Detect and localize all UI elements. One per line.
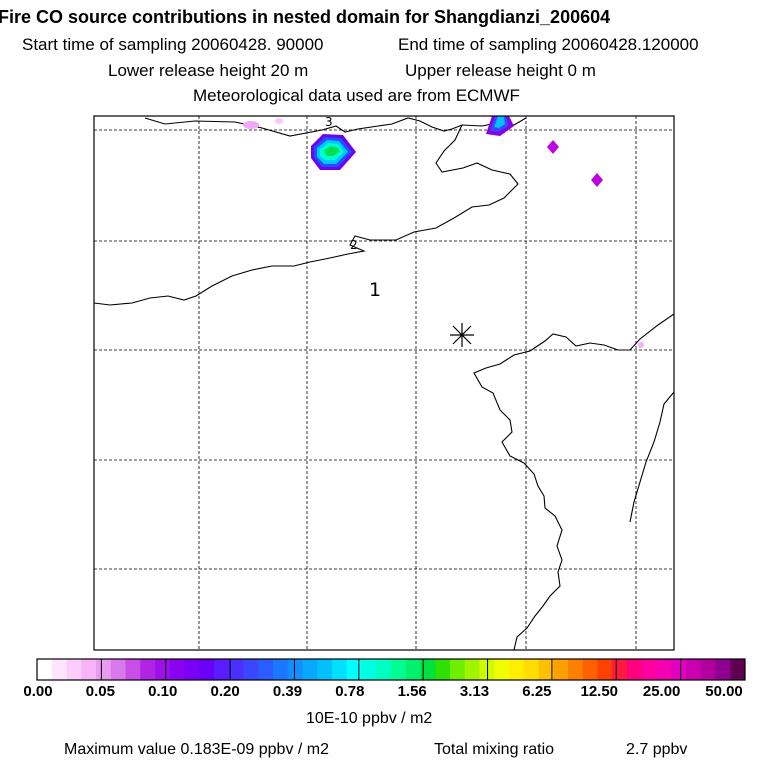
end-time-label: End time of sampling 20060428.120000 xyxy=(398,35,699,54)
colorbar-swatch xyxy=(730,659,746,680)
colorbar-tick-label: 0.20 xyxy=(210,683,240,700)
colorbar-swatch xyxy=(66,659,82,680)
colorbar-tick-label: 0.00 xyxy=(23,683,53,700)
colorbar-swatch xyxy=(81,659,97,680)
unit-label: 10E-10 ppbv / m2 xyxy=(306,710,433,727)
colorbar-swatch xyxy=(302,659,318,680)
coastline-north xyxy=(144,117,527,137)
colorbar-swatch xyxy=(391,659,407,680)
colorbar-swatch xyxy=(346,659,362,680)
colorbar-swatch xyxy=(51,659,67,680)
emission-spots xyxy=(243,118,644,348)
chart-title: Fire CO source contributions in nested d… xyxy=(0,7,611,27)
colorbar-tick-label: 0.78 xyxy=(335,683,365,700)
lower-release-label: Lower release height 20 m xyxy=(108,61,309,80)
total-mixing-ratio-label: Total mixing ratio xyxy=(434,741,555,758)
colorbar-swatch xyxy=(184,659,200,680)
colorbar-swatch xyxy=(435,659,451,680)
colorbar-swatch xyxy=(405,659,421,680)
colorbar-swatch xyxy=(700,659,716,680)
colorbar-tick-label: 1.56 xyxy=(397,683,427,700)
colorbar-swatch xyxy=(125,659,141,680)
colorbar-swatch xyxy=(140,659,156,680)
colorbar-swatch xyxy=(686,659,702,680)
spot-3 xyxy=(243,121,259,129)
contour-label: 2 xyxy=(350,238,358,252)
colorbar-swatch xyxy=(258,659,274,680)
colorbar-swatch xyxy=(494,659,510,680)
colorbar-swatch xyxy=(627,659,643,680)
colorbar-swatch xyxy=(317,659,333,680)
spot-2 xyxy=(591,173,603,187)
colorbar-swatch xyxy=(538,659,554,680)
colorbar-swatch xyxy=(169,659,185,680)
meteorological-data-label: Meteorological data used are from ECMWF xyxy=(193,86,520,105)
colorbar-tick-label: 3.13 xyxy=(459,683,490,700)
lat-lon-grid xyxy=(94,116,674,650)
colorbar-swatch xyxy=(671,659,687,680)
colorbar-swatch xyxy=(582,659,598,680)
contour-label: 3 xyxy=(325,115,333,129)
colorbar-swatch xyxy=(110,659,126,680)
colorbar-swatch xyxy=(656,659,672,680)
colorbar-tick-label: 0.39 xyxy=(272,683,303,700)
plume-main xyxy=(311,134,356,170)
colorbar-swatch xyxy=(243,659,259,680)
spot-5 xyxy=(638,342,644,348)
colorbar xyxy=(36,658,746,681)
colorbar-swatch xyxy=(332,659,348,680)
colorbar-tick-label: 50.00 xyxy=(705,683,743,700)
colorbar-swatch xyxy=(450,659,466,680)
colorbar-swatch xyxy=(641,659,657,680)
colorbar-swatch xyxy=(597,659,613,680)
coastline-east xyxy=(473,313,674,650)
colorbar-swatch xyxy=(199,659,215,680)
contour-label: 1 xyxy=(369,279,381,301)
colorbar-swatch xyxy=(155,659,171,680)
colorbar-swatch xyxy=(568,659,584,680)
colorbar-tick-label: 12.50 xyxy=(580,683,619,700)
colorbar-frame xyxy=(36,658,746,681)
colorbar-swatch xyxy=(228,659,244,680)
coastline-bay xyxy=(94,124,519,306)
colorbar-swatch xyxy=(612,659,628,680)
colorbar-swatch xyxy=(273,659,289,680)
start-time-label: Start time of sampling 20060428. 90000 xyxy=(22,35,324,54)
colorbar-swatch xyxy=(715,659,731,680)
spot-4 xyxy=(275,118,283,124)
colorbar-swatch xyxy=(523,659,539,680)
colorbar-swatch xyxy=(376,659,392,680)
spot-1 xyxy=(547,140,559,154)
colorbar-tick-label: 6.25 xyxy=(522,683,552,700)
colorbar-swatch xyxy=(420,659,436,680)
colorbar-swatch xyxy=(96,659,112,680)
colorbar-tick-label: 0.10 xyxy=(148,683,178,700)
receptor-asterisk-icon xyxy=(450,323,474,347)
map-frame xyxy=(93,115,675,651)
colorbar-swatch xyxy=(287,659,303,680)
coastlines xyxy=(94,117,674,650)
upper-release-label: Upper release height 0 m xyxy=(405,61,596,80)
contour-labels: 3 2 1 xyxy=(325,115,381,301)
colorbar-swatch xyxy=(361,659,377,680)
colorbar-swatch xyxy=(509,659,525,680)
colorbar-tick-label: 0.05 xyxy=(85,683,115,700)
colorbar-tick-label: 25.00 xyxy=(642,683,681,700)
colorbar-swatch xyxy=(553,659,569,680)
maximum-value-label: Maximum value 0.183E-09 ppbv / m2 xyxy=(64,741,330,758)
plume-top-right xyxy=(486,116,514,136)
total-mixing-ratio-value: 2.7 ppbv xyxy=(626,741,688,758)
coastline-east-inner xyxy=(629,391,674,523)
colorbar-swatch xyxy=(464,659,480,680)
colorbar-swatch xyxy=(37,659,53,680)
colorbar-swatch xyxy=(214,659,230,680)
